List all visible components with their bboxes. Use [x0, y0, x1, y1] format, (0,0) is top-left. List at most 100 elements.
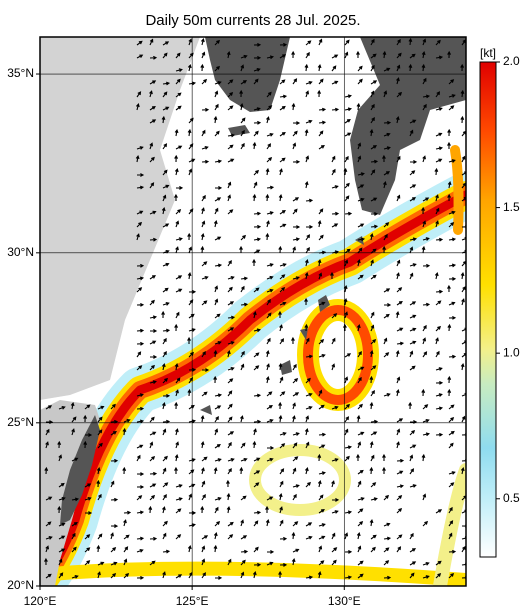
- arrow: [304, 63, 309, 72]
- arrow: [292, 415, 296, 423]
- arrow: [461, 171, 466, 176]
- arrow: [279, 391, 286, 397]
- colorbar-tick-label: 1.0: [503, 345, 520, 359]
- arrow: [175, 288, 183, 293]
- arrow: [266, 185, 275, 190]
- arrow: [123, 546, 129, 553]
- arrow: [227, 301, 235, 306]
- arrow: [175, 428, 179, 436]
- arrow: [448, 263, 457, 268]
- arrow: [253, 482, 260, 488]
- arrow: [356, 50, 360, 59]
- arrow: [253, 42, 262, 47]
- arrow: [318, 535, 326, 540]
- arrow: [422, 351, 428, 358]
- arrow: [357, 350, 362, 358]
- arrow: [357, 65, 363, 72]
- arrow: [382, 50, 387, 59]
- arrow: [279, 480, 284, 488]
- arrow: [370, 365, 377, 371]
- arrow: [188, 168, 193, 176]
- arrow: [161, 310, 166, 319]
- arrow: [253, 287, 260, 293]
- arrow: [370, 159, 379, 164]
- arrow: [226, 350, 231, 358]
- arrow: [214, 428, 219, 436]
- arrow: [357, 497, 365, 501]
- eddy: [249, 444, 351, 516]
- arrow: [253, 352, 260, 358]
- arrow: [174, 466, 178, 475]
- arrow: [227, 521, 234, 527]
- arrow: [71, 457, 79, 462]
- arrow: [344, 428, 349, 436]
- arrow: [370, 90, 375, 98]
- arrow: [409, 263, 417, 267]
- arrow: [240, 442, 246, 449]
- arrow: [435, 220, 439, 228]
- arrow: [266, 143, 271, 150]
- arrow: [136, 365, 143, 371]
- arrow: [279, 376, 284, 384]
- arrow: [460, 271, 465, 280]
- arrow: [292, 237, 301, 242]
- arrow: [396, 300, 403, 306]
- arrow: [383, 288, 391, 293]
- arrow: [448, 549, 457, 554]
- arrow: [110, 561, 118, 566]
- arrow: [110, 524, 119, 528]
- arrow: [214, 263, 223, 268]
- arrow: [369, 466, 374, 475]
- arrow: [369, 401, 374, 410]
- arrow: [370, 454, 375, 462]
- arrow: [200, 414, 205, 423]
- arrow: [435, 325, 441, 332]
- arrow: [214, 393, 223, 398]
- arrow: [136, 40, 143, 46]
- arrow: [396, 194, 401, 202]
- arrow: [304, 128, 309, 137]
- arrow: [331, 80, 339, 85]
- arrow: [175, 105, 182, 111]
- arrow: [266, 457, 274, 462]
- arrow: [162, 493, 167, 501]
- arrow: [123, 519, 127, 527]
- arrow: [83, 440, 88, 449]
- arrow: [162, 337, 167, 345]
- arrow: [291, 50, 296, 59]
- arrow: [461, 545, 466, 553]
- arrow: [240, 234, 246, 241]
- arrow: [448, 482, 455, 488]
- arrow: [369, 440, 374, 449]
- arrow: [396, 428, 401, 436]
- arrow: [448, 572, 455, 579]
- arrow: [279, 536, 288, 541]
- arrow: [187, 388, 192, 397]
- arrow: [447, 284, 451, 293]
- arrow: [396, 77, 400, 85]
- arrow: [240, 495, 247, 501]
- arrow: [318, 339, 325, 345]
- arrow: [201, 535, 209, 540]
- arrow: [318, 78, 324, 85]
- arrow: [227, 315, 236, 320]
- arrow: [305, 246, 310, 254]
- arrow: [161, 115, 166, 124]
- arrow: [201, 78, 208, 85]
- arrow: [240, 129, 245, 137]
- arrow: [214, 236, 222, 241]
- arrow: [435, 91, 441, 98]
- arrow: [408, 401, 413, 410]
- arrow: [317, 570, 322, 579]
- arrow: [214, 416, 219, 423]
- arrow: [252, 193, 257, 202]
- arrow: [149, 364, 155, 371]
- arrow: [395, 389, 400, 397]
- arrow: [318, 508, 325, 514]
- arrow: [448, 301, 456, 306]
- arrow: [305, 354, 314, 359]
- arrow: [239, 102, 244, 111]
- arrow: [461, 562, 466, 567]
- arrow: [265, 519, 270, 527]
- arrow: [409, 237, 418, 242]
